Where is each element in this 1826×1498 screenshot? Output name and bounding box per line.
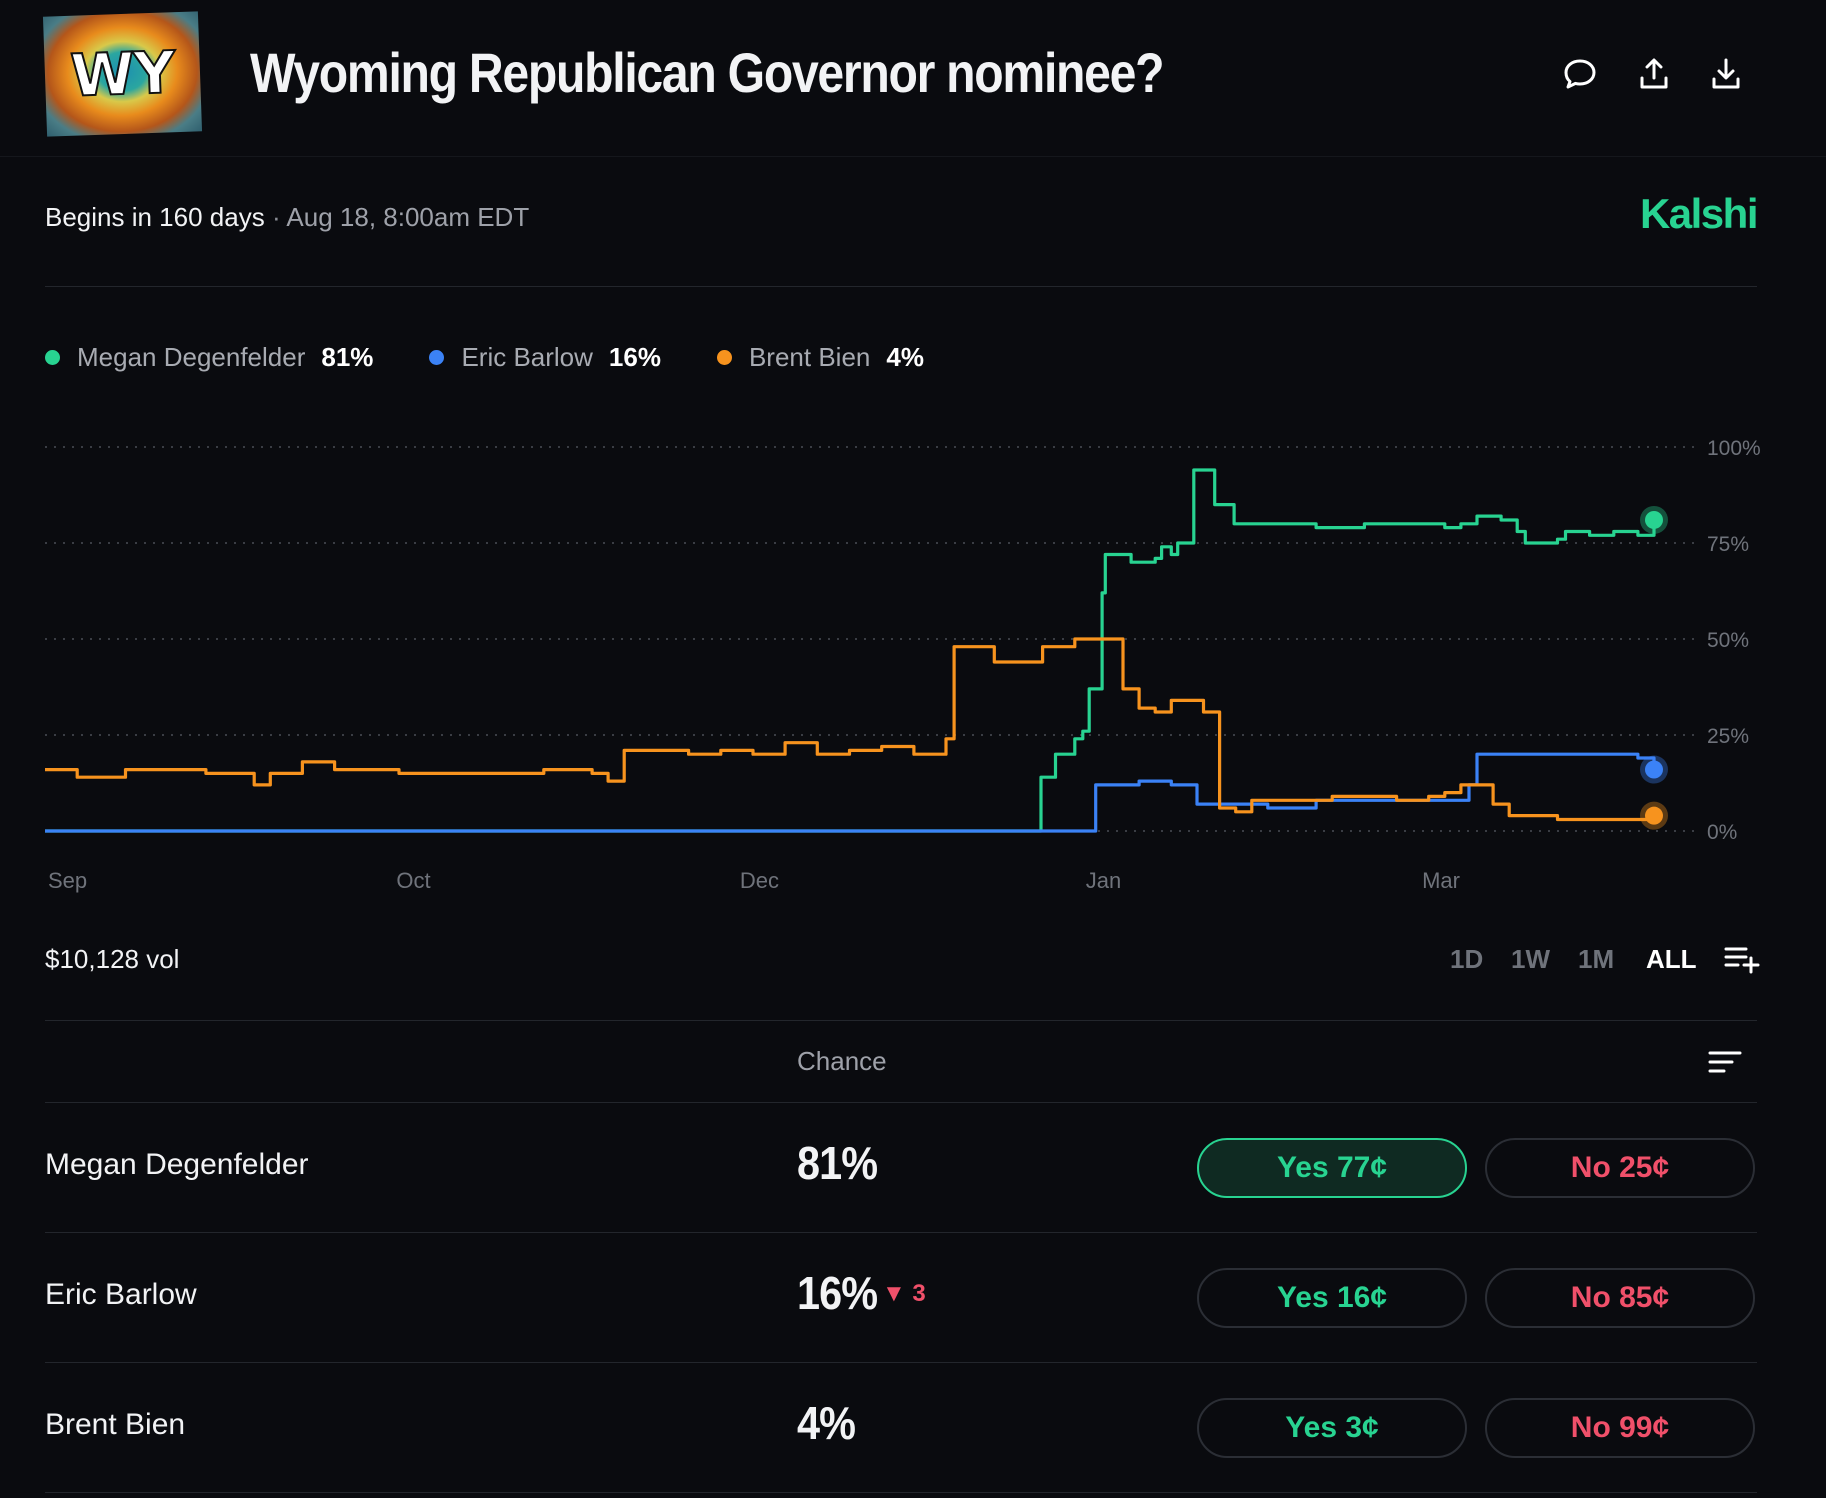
- legend-pct: 81%: [321, 342, 374, 372]
- meta-separator: ·: [271, 202, 281, 232]
- outcome-row[interactable]: Megan Degenfelder 81% Yes 77¢ No 25¢: [0, 1102, 1826, 1232]
- divider: [45, 1362, 1757, 1363]
- x-tick-label: Mar: [1422, 868, 1460, 893]
- page-title: Wyoming Republican Governor nominee?: [250, 41, 1165, 104]
- no-button[interactable]: No 85¢: [1485, 1268, 1755, 1328]
- header: WY Wyoming Republican Governor nominee?: [0, 0, 1826, 157]
- outcome-row[interactable]: Brent Bien 4% Yes 3¢ No 99¢: [0, 1362, 1826, 1492]
- legend-dot: [716, 350, 732, 365]
- yes-button[interactable]: Yes 3¢: [1197, 1398, 1467, 1458]
- divider: [45, 286, 1757, 287]
- download-icon[interactable]: [1708, 56, 1744, 92]
- kalshi-logo[interactable]: Kalshi: [1639, 190, 1759, 237]
- divider: [45, 1232, 1757, 1233]
- legend-dot: [45, 350, 60, 365]
- x-tick-label: Dec: [740, 868, 779, 893]
- x-tick-label: Jan: [1086, 868, 1121, 893]
- outcome-chance: 81%: [797, 1137, 878, 1189]
- series-line: [45, 468, 1656, 833]
- outcome-name: Megan Degenfelder: [45, 1148, 309, 1181]
- outcome-row[interactable]: Eric Barlow 16% ▼ 3 Yes 16¢ No 85¢: [0, 1232, 1826, 1362]
- series-line: [45, 752, 1656, 833]
- range-1m[interactable]: 1M: [1578, 944, 1615, 974]
- wy-logo: WY: [42, 11, 203, 137]
- series-endpoint: [1645, 760, 1663, 779]
- chart-legend: Megan Degenfelder 81% Eric Barlow 16% Br…: [45, 342, 980, 373]
- sort-icon[interactable]: [1708, 1048, 1742, 1076]
- yes-button[interactable]: Yes 77¢: [1197, 1138, 1467, 1198]
- no-button[interactable]: No 99¢: [1485, 1398, 1755, 1458]
- legend-name: Brent Bien: [748, 342, 871, 372]
- event-date: Aug 18, 8:00am EDT: [286, 202, 530, 232]
- legend-name: Eric Barlow: [461, 342, 593, 372]
- series-endpoint: [1645, 510, 1663, 529]
- legend-item[interactable]: Eric Barlow 16%: [429, 342, 661, 373]
- divider: [45, 1102, 1757, 1103]
- range-all[interactable]: ALL: [1646, 944, 1697, 974]
- legend-pct: 16%: [608, 342, 661, 372]
- series-line: [45, 637, 1656, 822]
- logo-text: WY: [68, 37, 176, 111]
- series-endpoint: [1645, 806, 1663, 825]
- chance-delta: ▼ 3: [882, 1280, 926, 1307]
- range-1w[interactable]: 1W: [1511, 944, 1550, 974]
- legend-name: Megan Degenfelder: [77, 342, 306, 372]
- begins-text: Begins in 160 days: [45, 202, 265, 232]
- comment-icon[interactable]: [1562, 56, 1598, 92]
- outcome-name: Eric Barlow: [45, 1278, 197, 1311]
- range-1d[interactable]: 1D: [1450, 944, 1484, 974]
- yes-button[interactable]: Yes 16¢: [1197, 1268, 1467, 1328]
- price-chart[interactable]: 100% 75% 50% 25% 0% Sep Oct Dec Jan Mar: [0, 420, 1826, 910]
- divider: [45, 1020, 1757, 1021]
- legend-item[interactable]: Megan Degenfelder 81%: [45, 342, 373, 373]
- y-tick-label: 0%: [1707, 821, 1737, 844]
- outcome-name: Brent Bien: [45, 1408, 186, 1441]
- no-button[interactable]: No 25¢: [1485, 1138, 1755, 1198]
- add-to-list-icon[interactable]: [1724, 944, 1760, 974]
- legend-pct: 4%: [886, 342, 924, 372]
- x-tick-label: Sep: [48, 868, 87, 893]
- y-tick-label: 50%: [1707, 629, 1749, 652]
- event-meta: Begins in 160 days · Aug 18, 8:00am EDT: [45, 202, 529, 233]
- outcome-chance: 4%: [797, 1397, 856, 1449]
- y-tick-label: 100%: [1707, 437, 1761, 460]
- divider: [45, 1492, 1757, 1493]
- share-icon[interactable]: [1636, 56, 1672, 92]
- legend-item[interactable]: Brent Bien 4%: [716, 342, 924, 373]
- outcome-chance: 16%: [797, 1267, 878, 1319]
- legend-dot: [429, 350, 445, 365]
- volume-text: $10,128 vol: [45, 944, 180, 974]
- chance-column-header: Chance: [797, 1046, 887, 1076]
- y-tick-label: 75%: [1707, 533, 1749, 556]
- y-tick-label: 25%: [1707, 725, 1749, 748]
- x-tick-label: Oct: [396, 868, 430, 893]
